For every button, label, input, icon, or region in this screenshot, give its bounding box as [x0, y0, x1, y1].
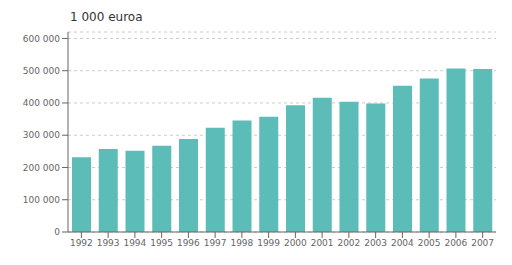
svg-text:2003: 2003: [364, 238, 387, 248]
svg-text:2002: 2002: [337, 238, 360, 248]
svg-text:2001: 2001: [311, 238, 334, 248]
svg-text:1999: 1999: [257, 238, 280, 248]
svg-text:2000: 2000: [284, 238, 307, 248]
svg-text:200 000: 200 000: [23, 163, 60, 173]
svg-text:1993: 1993: [97, 238, 120, 248]
svg-text:500 000: 500 000: [23, 66, 60, 76]
svg-text:2005: 2005: [418, 238, 441, 248]
svg-text:600 000: 600 000: [23, 34, 60, 44]
svg-text:2004: 2004: [391, 238, 414, 248]
svg-text:1994: 1994: [123, 238, 146, 248]
svg-text:1992: 1992: [70, 238, 93, 248]
svg-text:2007: 2007: [471, 238, 494, 248]
svg-text:400 000: 400 000: [23, 98, 60, 108]
svg-text:1995: 1995: [150, 238, 173, 248]
svg-text:0: 0: [54, 227, 60, 237]
svg-text:300 000: 300 000: [23, 130, 60, 140]
svg-text:100 000: 100 000: [23, 195, 60, 205]
svg-text:1998: 1998: [230, 238, 253, 248]
html-text:1 000 euroa: 1 000 euroa: [70, 10, 143, 24]
svg-text:2006: 2006: [444, 238, 467, 248]
svg-text:1996: 1996: [177, 238, 200, 248]
svg-text:1997: 1997: [204, 238, 227, 248]
